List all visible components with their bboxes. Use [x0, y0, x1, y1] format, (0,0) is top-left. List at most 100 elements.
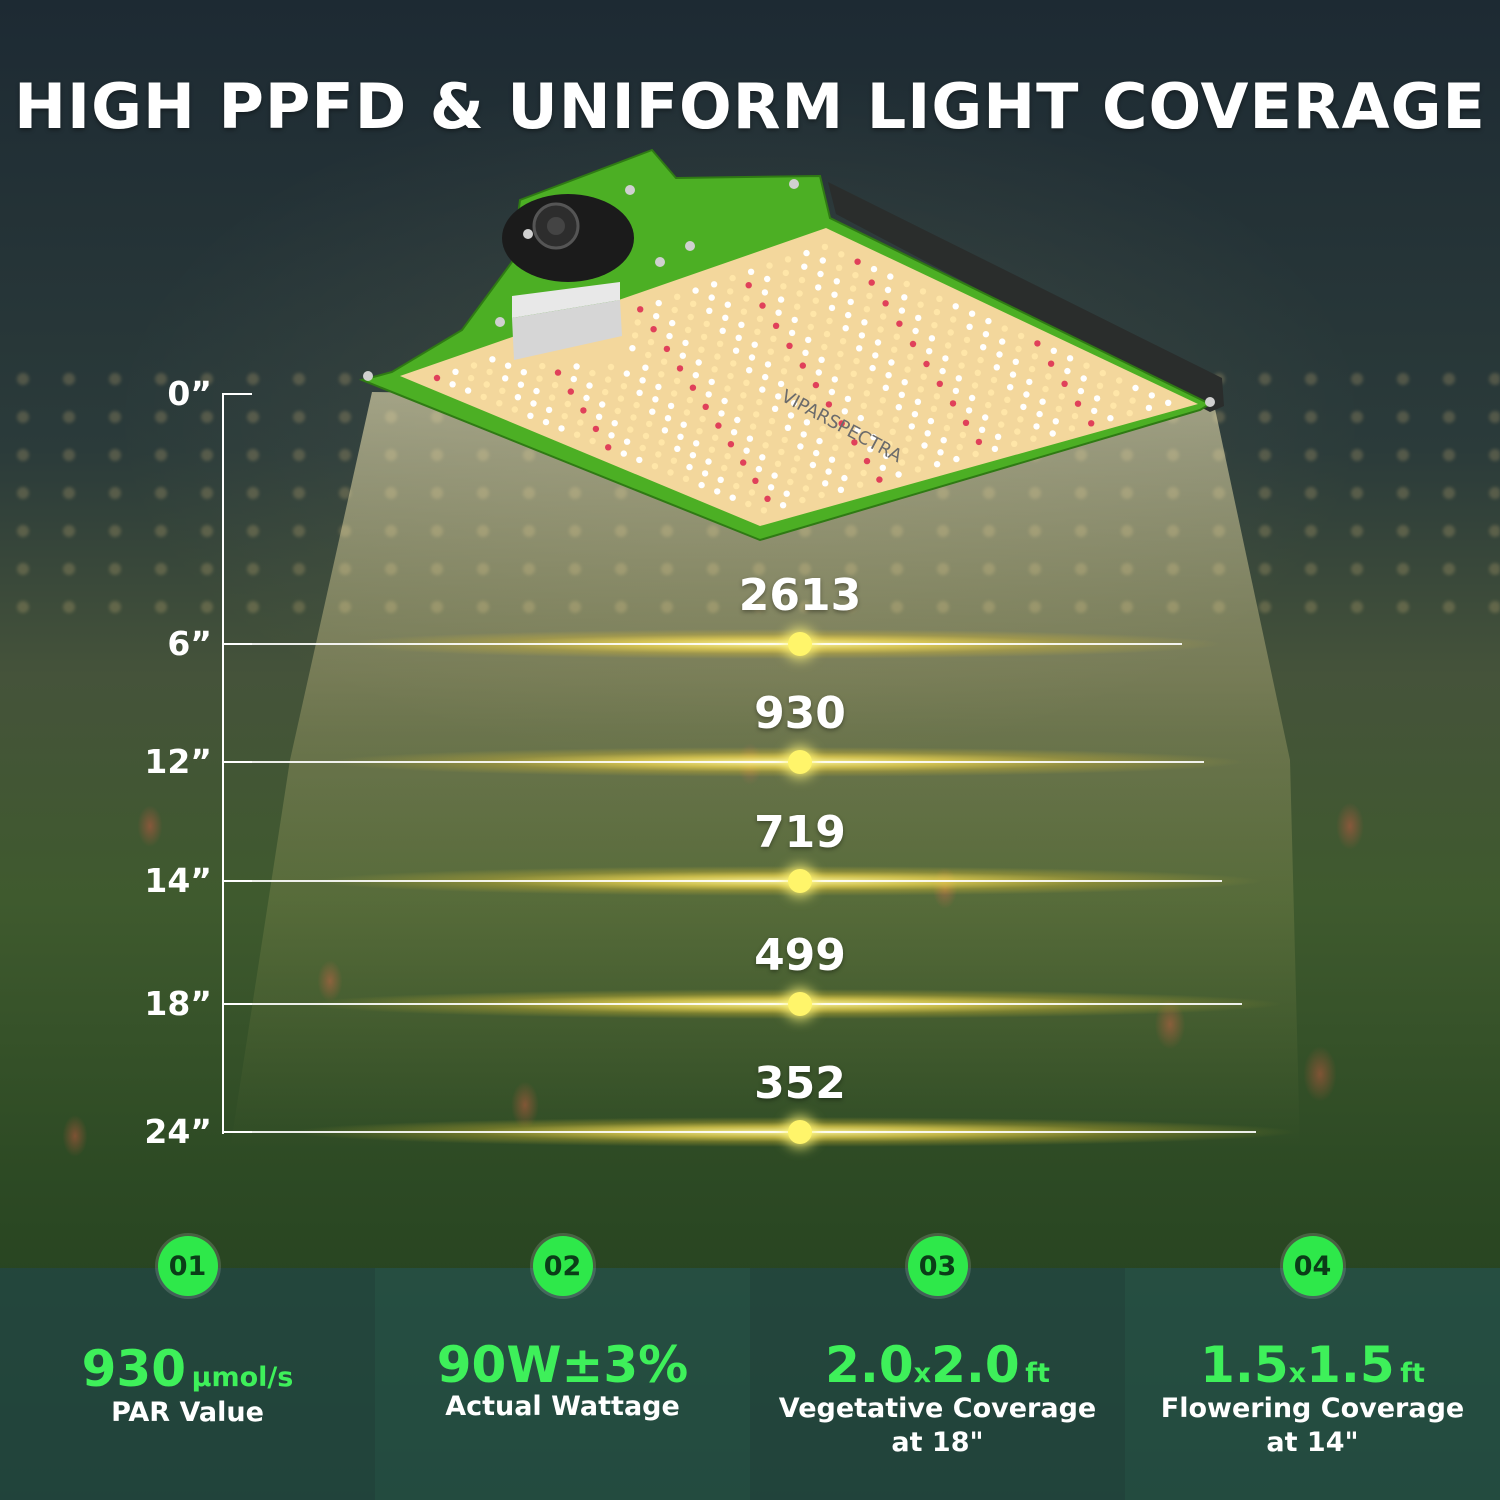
led-chip: [686, 396, 694, 404]
led-chip: [822, 413, 830, 420]
ppfd-level-line: [222, 761, 1204, 763]
led-chip: [978, 426, 986, 433]
led-chip: [835, 264, 843, 271]
led-chip: [747, 268, 755, 275]
led-chip: [940, 437, 947, 444]
led-chip: [700, 333, 708, 341]
led-chip: [1055, 405, 1063, 413]
led-chip: [870, 265, 878, 273]
led-chip: [772, 322, 780, 329]
lamp-side-edge: [828, 182, 1224, 412]
led-chip: [985, 317, 992, 325]
led-chip: [698, 481, 705, 489]
led-chip: [800, 431, 807, 438]
led-chip: [1148, 392, 1156, 399]
led-chip: [854, 258, 861, 265]
led-chip: [646, 420, 653, 428]
led-chip: [765, 430, 773, 437]
led-chip: [710, 281, 718, 288]
led-chip: [863, 457, 871, 465]
led-chip: [764, 361, 772, 368]
led-chip: [873, 421, 880, 429]
led-chip: [1077, 387, 1085, 395]
led-chip: [696, 428, 703, 435]
led-chip: [695, 359, 702, 366]
led-chip: [633, 401, 640, 409]
led-chip: [689, 452, 697, 459]
led-chip: [502, 375, 509, 382]
led-chip: [536, 375, 543, 382]
led-chip: [670, 390, 678, 397]
feature-caption: Vegetative Coverage: [778, 1393, 1097, 1424]
led-chip: [573, 431, 581, 438]
led-chip: [599, 401, 606, 408]
led-chip: [1068, 425, 1076, 432]
led-chip: [717, 476, 724, 483]
led-chip: [762, 442, 769, 449]
led-chip: [775, 393, 782, 400]
led-chip: [766, 262, 773, 269]
led-chip: [658, 439, 665, 446]
led-chip: [901, 379, 908, 386]
led-chip: [1064, 367, 1071, 375]
led-chip: [780, 283, 787, 290]
led-chip: [1031, 353, 1039, 360]
veg-x: x: [913, 1358, 932, 1389]
led-chip: [736, 471, 743, 478]
led-chip: [939, 367, 946, 375]
led-chip: [650, 326, 657, 333]
led-chip: [573, 363, 580, 370]
led-chip: [740, 308, 748, 315]
led-chip: [1017, 332, 1025, 340]
led-chip: [802, 349, 809, 356]
led-chip: [793, 387, 801, 394]
led-chip: [797, 443, 804, 450]
led-chip: [551, 381, 559, 389]
led-chip: [511, 406, 518, 413]
led-chip: [756, 398, 763, 406]
ppfd-value-label: 499: [754, 930, 846, 981]
led-chip: [480, 393, 487, 401]
led-chip: [884, 286, 892, 294]
led-chip: [677, 433, 684, 440]
led-chip: [812, 297, 819, 304]
led-chip: [959, 431, 967, 439]
led-chip: [639, 377, 646, 384]
led-chip: [1113, 390, 1120, 397]
led-chip: [729, 274, 736, 282]
led-chip: [958, 362, 965, 369]
led-chip: [818, 491, 825, 499]
led-chip: [759, 302, 766, 309]
led-chip: [931, 322, 938, 329]
led-chip: [701, 470, 709, 477]
led-chip: [821, 343, 828, 351]
led-chip: [880, 313, 887, 320]
led-chip: [825, 401, 833, 408]
led-chip: [539, 362, 546, 370]
screw-icons: [363, 179, 1215, 407]
led-chip: [784, 256, 792, 263]
led-chip: [652, 396, 659, 403]
led-chip: [749, 423, 757, 430]
led-chip: [617, 395, 625, 402]
led-chip: [823, 330, 831, 338]
led-chip: [853, 357, 860, 365]
led-chip: [980, 344, 987, 351]
led-chip: [847, 383, 854, 390]
led-chip: [1026, 378, 1033, 386]
led-chip: [570, 375, 577, 383]
led-chip: [764, 275, 771, 283]
led-chip: [636, 389, 643, 396]
led-chip: [452, 368, 459, 375]
led-chip: [1047, 360, 1055, 367]
led-chip: [787, 478, 794, 486]
led-chip: [690, 300, 697, 307]
page-title: HIGH PPFD & UNIFORM LIGHT COVERAGE: [14, 70, 1486, 143]
led-chip: [780, 368, 788, 375]
led-chip: [905, 435, 912, 442]
led-chip: [639, 444, 646, 452]
led-chip: [898, 391, 905, 398]
led-chip: [924, 430, 931, 437]
led-chip: [946, 412, 954, 419]
led-chip: [1129, 397, 1136, 404]
